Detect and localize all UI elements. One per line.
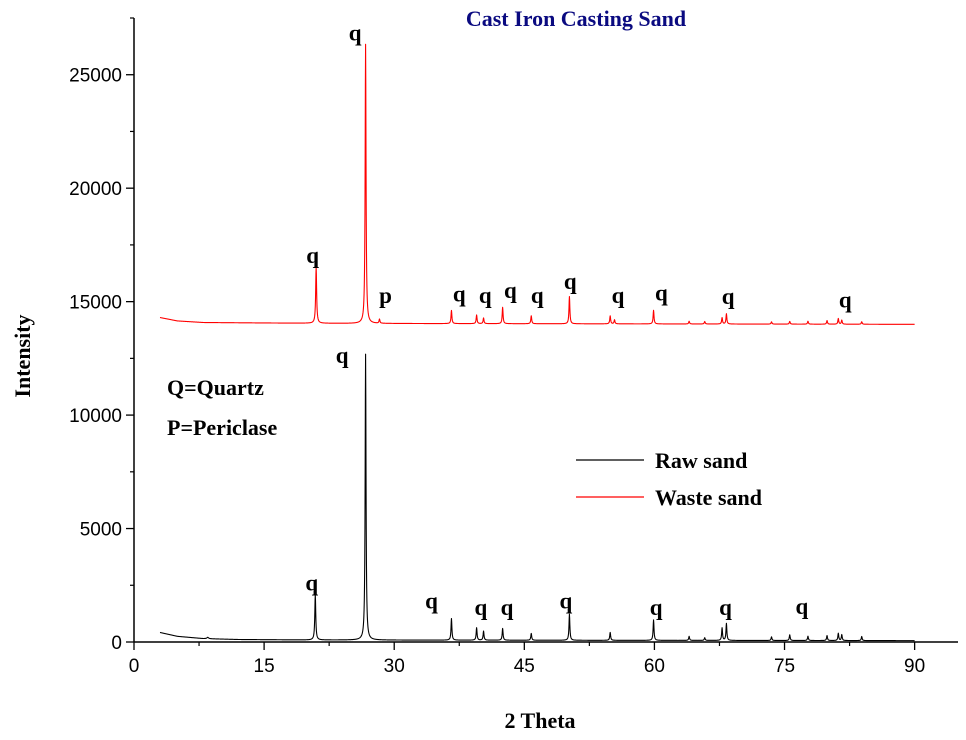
x-tick-label: 30 — [384, 656, 405, 677]
raw-peak-label: q — [795, 594, 808, 619]
waste-peak-label: q — [306, 243, 319, 268]
raw-peak-label: q — [650, 595, 663, 620]
axes: 0 15 30 45 60 75 90 0 5000 10000 15000 20000 25000 — [69, 17, 958, 677]
waste-peak-label: q — [479, 283, 492, 308]
waste-peak-label: q — [612, 283, 625, 308]
y-tick-label: 15000 — [69, 293, 122, 314]
raw-peak-label: q — [336, 343, 349, 368]
legend-label-raw-sand: Raw sand — [655, 448, 747, 473]
series-line-waste-sand — [159, 43, 915, 325]
x-tick-label: 75 — [774, 656, 795, 677]
y-tick-label: 20000 — [69, 179, 122, 200]
legend-label-waste-sand: Waste sand — [655, 485, 762, 510]
y-tick-label: 0 — [111, 633, 122, 654]
x-tick-label: 15 — [254, 656, 275, 677]
raw-peak-label: q — [305, 570, 318, 595]
legend: Raw sand Waste sand — [576, 448, 762, 510]
x-tick-label: 90 — [904, 656, 925, 677]
raw-peak-label: q — [560, 588, 573, 613]
y-axis-label: Intensity — [10, 314, 35, 397]
raw-peak-label: q — [425, 588, 438, 613]
waste-peak-label: q — [722, 284, 735, 309]
x-tick-label: 45 — [514, 656, 535, 677]
waste-peak-label: q — [531, 283, 544, 308]
annotation-periclase: P=Periclase — [167, 415, 277, 440]
waste-peak-label: q — [349, 21, 362, 46]
waste-peak-label: p — [379, 283, 392, 308]
annotation-quartz: Q=Quartz — [167, 375, 264, 400]
y-tick-label: 5000 — [80, 520, 122, 541]
x-axis-label: 2 Theta — [504, 708, 575, 733]
waste-peak-label: q — [655, 281, 668, 306]
x-tick-label: 60 — [644, 656, 665, 677]
waste-peak-label: q — [839, 287, 852, 312]
y-tick-label: 25000 — [69, 66, 122, 87]
series-line-raw-sand — [159, 353, 915, 642]
series-layer — [159, 43, 915, 642]
raw-peak-label: q — [475, 595, 488, 620]
y-tick-label: 10000 — [69, 406, 122, 427]
waste-peak-label: q — [504, 278, 517, 303]
waste-peak-label: q — [453, 282, 466, 307]
raw-peak-label: q — [719, 595, 732, 620]
x-tick-label: 0 — [129, 656, 140, 677]
raw-peak-label: q — [501, 595, 514, 620]
chart-title: Cast Iron Casting Sand — [466, 6, 686, 31]
waste-peak-label: q — [564, 269, 577, 294]
